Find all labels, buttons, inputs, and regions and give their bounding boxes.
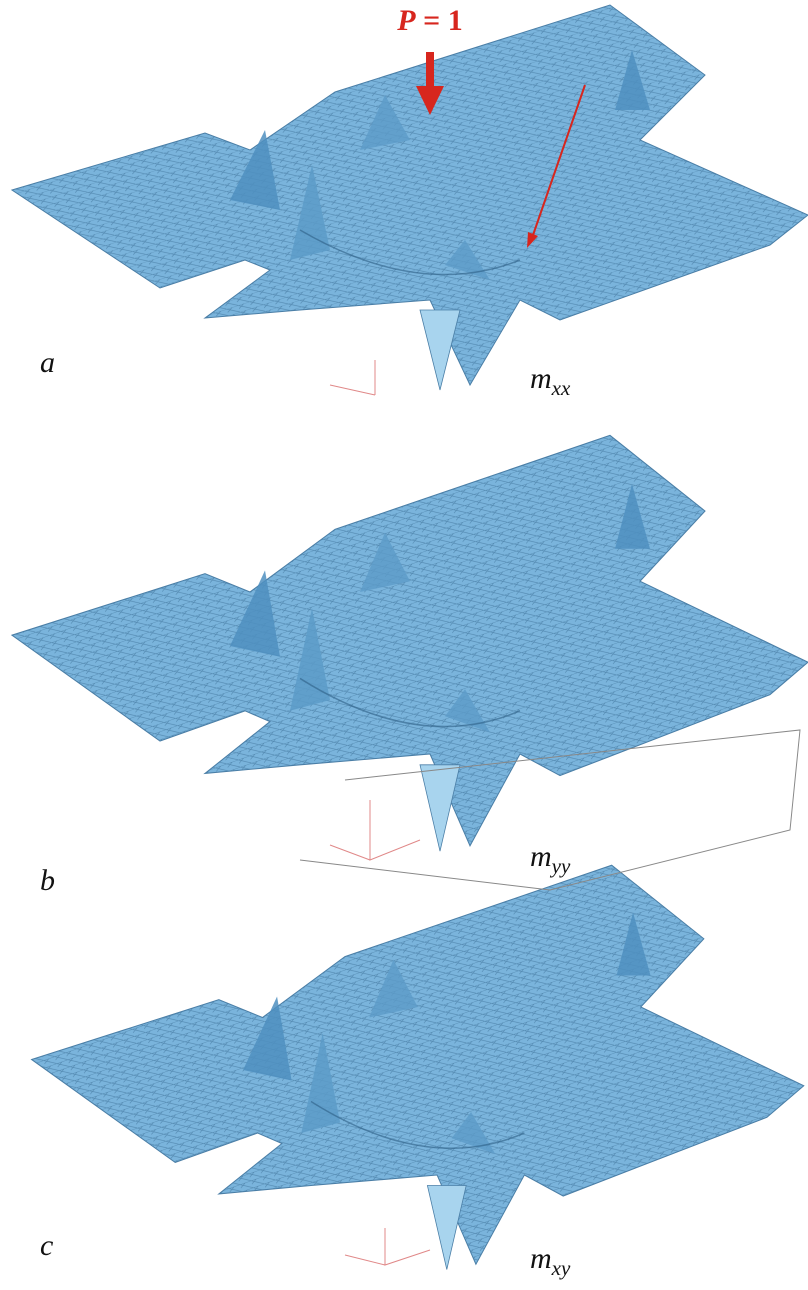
- quantity-sub: xy: [551, 1256, 571, 1280]
- quantity-base: m: [530, 1242, 552, 1275]
- quantity-base: m: [530, 840, 552, 873]
- load-sign: =: [423, 4, 440, 37]
- figure: P = 1 a mxx b myy c mxy: [0, 0, 808, 1290]
- panel-label: b: [40, 864, 55, 897]
- panel-label: a: [40, 346, 55, 379]
- panel-c-surface: [32, 865, 804, 1269]
- load-label: P = 1: [396, 4, 462, 37]
- panel-b-surface: [12, 435, 808, 851]
- quantity-label: mxx: [530, 362, 571, 400]
- quantity-sub: xx: [551, 376, 571, 400]
- panel-label: c: [40, 1229, 53, 1262]
- load-symbol: P: [396, 4, 416, 37]
- quantity-label: myy: [530, 840, 571, 878]
- quantity-label: mxy: [530, 1242, 571, 1280]
- load-value: 1: [448, 4, 463, 37]
- quantity-sub: yy: [550, 854, 571, 878]
- quantity-base: m: [530, 362, 552, 395]
- panel-a-surface: [12, 5, 808, 390]
